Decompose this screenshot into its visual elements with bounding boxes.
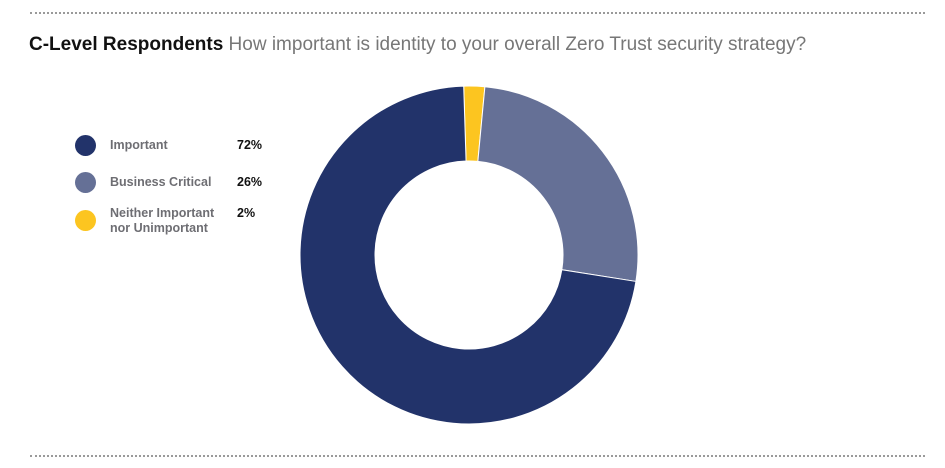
donut-slice-business-critical (477, 86, 639, 283)
legend-label: Business Critical (110, 175, 212, 189)
legend-label: Important (110, 138, 168, 152)
top-divider (30, 12, 925, 14)
legend-swatch (75, 135, 96, 156)
legend-swatch (75, 210, 96, 231)
legend-swatch (75, 172, 96, 193)
legend-value: 72% (237, 138, 263, 152)
donut-slice-important (299, 85, 637, 425)
title-lead: C-Level Respondents (29, 34, 224, 55)
chart-title: C-Level Respondents How important is ide… (29, 34, 806, 56)
legend-value: 26% (237, 175, 263, 189)
legend-label: Neither Important nor Unimportant (110, 206, 215, 235)
title-question: How important is identity to your overal… (228, 34, 807, 55)
bottom-divider (30, 455, 925, 457)
legend-value: 2% (237, 206, 256, 220)
